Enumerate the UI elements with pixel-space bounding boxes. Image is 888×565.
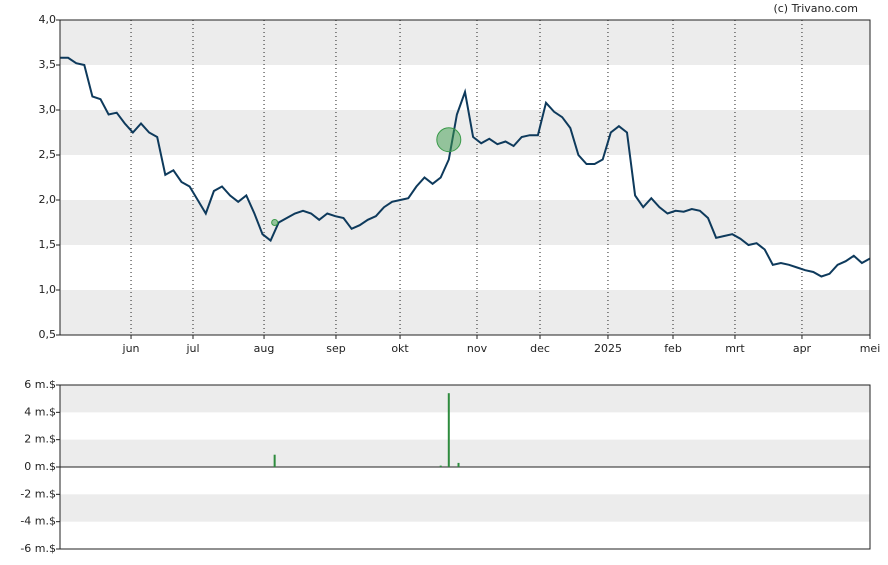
band — [60, 290, 870, 335]
x-tick-label: feb — [664, 342, 682, 355]
x-tick-label: nov — [467, 342, 488, 355]
y-tick-label: 1,5 — [39, 238, 57, 251]
event-marker — [436, 127, 462, 153]
band — [60, 385, 870, 413]
volume-bar — [439, 465, 442, 467]
volume-bar — [457, 462, 460, 467]
y-tick-label: 4 m.$ — [24, 405, 56, 418]
x-tick-label: mei — [860, 342, 881, 355]
y-tick-label: 3,0 — [39, 103, 57, 116]
band — [60, 110, 870, 155]
volume-bar — [273, 454, 276, 467]
y-tick-label: 1,0 — [39, 283, 57, 296]
x-tick-label: 2025 — [594, 342, 622, 355]
y-tick-label: 3,5 — [39, 58, 57, 71]
y-tick-label: 2,0 — [39, 193, 57, 206]
band — [60, 494, 870, 522]
volume-bar — [447, 393, 450, 467]
x-tick-label: apr — [793, 342, 812, 355]
band — [60, 439, 870, 467]
y-tick-label: 0,5 — [39, 328, 57, 341]
plot-frame — [59, 19, 871, 336]
price-line — [60, 56, 871, 278]
band — [60, 20, 870, 65]
y-tick-label: 2,5 — [39, 148, 57, 161]
x-tick-label: jun — [122, 342, 140, 355]
x-tick-label: okt — [391, 342, 409, 355]
y-tick-label: -2 m.$ — [20, 487, 56, 500]
band — [60, 200, 870, 245]
y-tick-label: 4,0 — [39, 13, 57, 26]
credit: (c) Trivano.com — [773, 2, 858, 15]
x-tick-label: sep — [326, 342, 345, 355]
x-tick-label: jul — [185, 342, 199, 355]
y-tick-label: 0 m.$ — [24, 460, 56, 473]
x-tick-label: mrt — [725, 342, 745, 355]
event-marker — [271, 219, 279, 226]
y-tick-label: 6 m.$ — [24, 378, 56, 391]
y-tick-label: -4 m.$ — [20, 515, 56, 528]
y-tick-label: 2 m.$ — [24, 433, 56, 446]
y-tick-label: -6 m.$ — [20, 542, 56, 555]
plot-frame — [59, 384, 871, 550]
x-tick-label: dec — [530, 342, 550, 355]
x-tick-label: aug — [254, 342, 275, 355]
